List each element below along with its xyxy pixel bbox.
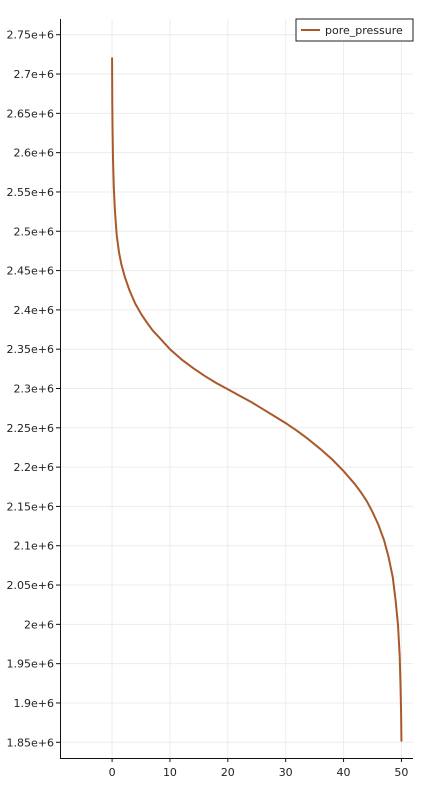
legend-box bbox=[295, 18, 414, 42]
x-tick-label-2: 20 bbox=[221, 766, 235, 779]
y-tick-label-14: 2.55e+6 bbox=[7, 186, 54, 199]
x-tick-label-0: 0 bbox=[109, 766, 116, 779]
y-tick-label-2: 1.95e+6 bbox=[7, 658, 54, 671]
y-tick-label-5: 2.1e+6 bbox=[14, 540, 54, 553]
legend: pore_pressure bbox=[295, 18, 414, 42]
y-tick-label-15: 2.6e+6 bbox=[14, 147, 54, 160]
legend-label-pore-pressure: pore_pressure bbox=[325, 24, 403, 37]
x-axis-ticks: 0 10 20 30 40 50 bbox=[109, 758, 408, 779]
y-tick-label-10: 2.35e+6 bbox=[7, 343, 54, 356]
y-tick-label-8: 2.25e+6 bbox=[7, 422, 54, 435]
y-tick-label-16: 2.65e+6 bbox=[7, 107, 54, 120]
y-axis-ticks: 1.85e+6 1.9e+6 1.95e+6 2e+6 2.05e+6 2.1e+6 2.1… bbox=[7, 29, 60, 749]
y-tick-label-18: 2.75e+6 bbox=[7, 29, 54, 42]
x-tick-label-4: 40 bbox=[337, 766, 351, 779]
y-tick-label-4: 2.05e+6 bbox=[7, 579, 54, 592]
y-tick-label-12: 2.45e+6 bbox=[7, 265, 54, 278]
y-tick-label-3: 2e+6 bbox=[24, 618, 54, 631]
y-tick-label-17: 2.7e+6 bbox=[14, 68, 54, 81]
grid bbox=[60, 19, 413, 758]
series-line-pore-pressure bbox=[111, 57, 403, 742]
x-tick-label-3: 30 bbox=[279, 766, 293, 779]
y-tick-label-13: 2.5e+6 bbox=[14, 225, 54, 238]
axes bbox=[60, 19, 413, 759]
y-tick-label-7: 2.2e+6 bbox=[14, 461, 54, 474]
y-tick-label-9: 2.3e+6 bbox=[14, 383, 54, 396]
y-tick-label-11: 2.4e+6 bbox=[14, 304, 54, 317]
y-tick-label-1: 1.9e+6 bbox=[14, 697, 54, 710]
series-layer bbox=[111, 57, 403, 742]
x-tick-label-5: 50 bbox=[394, 766, 408, 779]
x-tick-label-1: 10 bbox=[163, 766, 177, 779]
y-tick-label-6: 2.15e+6 bbox=[7, 500, 54, 513]
y-tick-label-0: 1.85e+6 bbox=[7, 736, 54, 749]
